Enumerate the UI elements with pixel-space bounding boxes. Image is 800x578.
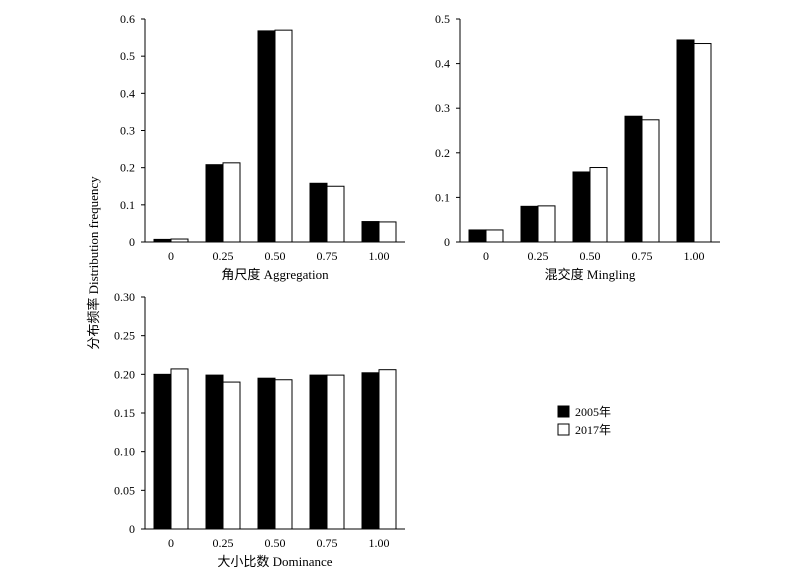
mingling-bar-2005 <box>572 171 591 243</box>
dominance-bar-2017 <box>222 381 241 530</box>
aggregation-bar-2005 <box>361 221 380 243</box>
mingling-bar-2005 <box>468 229 487 243</box>
aggregation-x-axis-title: 角尺度 Aggregation <box>221 267 329 282</box>
mingling-y-tick-label: 0 <box>444 235 450 249</box>
aggregation-x-tick-label: 1.00 <box>369 249 390 263</box>
mingling-bar-2017 <box>641 119 660 243</box>
dominance-y-tick-label: 0.10 <box>114 445 135 459</box>
aggregation-bar-2017 <box>326 185 345 243</box>
aggregation-chart: 0 0.1 0.2 0.3 0.4 0.5 0.6 0 0.25 0.50 0.75 1.00 角尺度 … <box>120 12 405 282</box>
mingling-y-tick-label: 0.3 <box>435 101 450 115</box>
mingling-y-tick-label: 0.5 <box>435 12 450 26</box>
mingling-y-tick-label: 0.2 <box>435 146 450 160</box>
aggregation-x-tick-label: 0.75 <box>317 249 338 263</box>
legend: 2005年 2017年 <box>557 405 611 437</box>
aggregation-y-tick-label: 0.3 <box>120 124 135 138</box>
dominance-y-tick-label: 0.25 <box>114 329 135 343</box>
mingling-x-tick-label: 0.75 <box>632 249 653 263</box>
dominance-x-axis-title: 大小比数 Dominance <box>217 554 332 569</box>
dominance-y-tick-label: 0.05 <box>114 483 135 497</box>
aggregation-bar-2005 <box>153 238 172 243</box>
legend-swatch-2017 <box>557 423 570 436</box>
mingling-x-tick-label: 0 <box>483 249 489 263</box>
mingling-bar-2005 <box>520 205 539 243</box>
dominance-y-tick-label: 0 <box>129 522 135 536</box>
mingling-x-tick-label: 1.00 <box>684 249 705 263</box>
dominance-x-tick-label: 0 <box>168 536 174 550</box>
aggregation-x-tick-label: 0 <box>168 249 174 263</box>
aggregation-bar-2005 <box>205 164 224 243</box>
shared-y-axis-label: 分布频率 Distribution frequency <box>86 176 101 350</box>
dominance-x-tick-label: 0.25 <box>213 536 234 550</box>
mingling-bar-2005 <box>624 115 643 243</box>
aggregation-y-tick-label: 0.6 <box>120 12 135 26</box>
mingling-bar-2017 <box>693 43 712 243</box>
dominance-bar-2017 <box>326 374 345 530</box>
legend-label-2017: 2017年 <box>575 423 611 437</box>
mingling-x-tick-label: 0.25 <box>528 249 549 263</box>
aggregation-x-tick-label: 0.25 <box>213 249 234 263</box>
dominance-y-tick-label: 0.15 <box>114 406 135 420</box>
mingling-bar-2017 <box>485 229 504 243</box>
dominance-bar-2005 <box>257 377 276 530</box>
dominance-bar-2017 <box>378 369 397 530</box>
dominance-bar-2005 <box>153 373 172 530</box>
aggregation-y-tick-label: 0 <box>129 235 135 249</box>
aggregation-bar-2017 <box>170 238 189 243</box>
aggregation-bar-2017 <box>222 162 241 243</box>
mingling-bar-2017 <box>589 167 608 243</box>
aggregation-bar-2005 <box>309 182 328 243</box>
aggregation-y-tick-label: 0.4 <box>120 86 135 100</box>
dominance-x-tick-label: 0.75 <box>317 536 338 550</box>
dominance-bar-2017 <box>274 379 293 530</box>
dominance-bar-2005 <box>361 372 380 530</box>
mingling-y-tick-label: 0.4 <box>435 57 450 71</box>
dominance-bar-2005 <box>309 374 328 530</box>
mingling-y-tick-label: 0.1 <box>435 190 450 204</box>
dominance-x-tick-label: 1.00 <box>369 536 390 550</box>
dominance-y-tick-label: 0.20 <box>114 367 135 381</box>
dominance-bar-2005 <box>205 374 224 530</box>
aggregation-bar-2017 <box>274 29 293 243</box>
mingling-x-tick-label: 0.50 <box>580 249 601 263</box>
aggregation-bar-2005 <box>257 30 276 243</box>
aggregation-bar-2017 <box>378 221 397 243</box>
aggregation-y-tick-label: 0.2 <box>120 161 135 175</box>
mingling-x-axis-title: 混交度 Mingling <box>545 267 636 282</box>
dominance-chart: 0 0.05 0.10 0.15 0.20 0.25 0.30 0 0.25 0.50 0.75 1.… <box>114 290 405 569</box>
aggregation-y-tick-label: 0.5 <box>120 49 135 63</box>
aggregation-x-tick-label: 0.50 <box>265 249 286 263</box>
legend-swatch-2005 <box>557 405 570 418</box>
mingling-bar-2005 <box>676 39 695 243</box>
dominance-y-tick-label: 0.30 <box>114 290 135 304</box>
dominance-bar-2017 <box>170 368 189 530</box>
dominance-x-tick-label: 0.50 <box>265 536 286 550</box>
mingling-bar-2017 <box>537 205 556 243</box>
legend-label-2005: 2005年 <box>575 405 611 419</box>
aggregation-y-tick-label: 0.1 <box>120 198 135 212</box>
